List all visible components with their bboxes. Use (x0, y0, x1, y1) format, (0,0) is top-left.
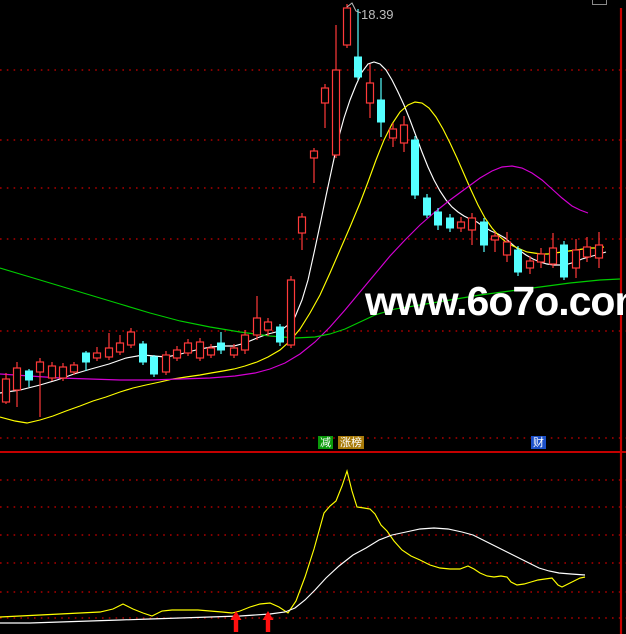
candle-up (1, 378, 11, 403)
ma-magenta (0, 165, 589, 381)
candle-up (92, 352, 102, 359)
candle-up (263, 321, 273, 331)
window-control-partial (592, 0, 607, 5)
candle-up (342, 7, 352, 46)
candle-down (25, 370, 33, 381)
peak-pointer-line (346, 2, 362, 14)
candle-up (206, 347, 216, 356)
candle-up (35, 361, 45, 373)
candle-up (47, 365, 57, 379)
candle-up (69, 364, 79, 373)
candle-down (446, 217, 454, 229)
candle-down (150, 356, 158, 375)
candle-down (514, 249, 522, 273)
watermark: www.6o7o.com (365, 278, 626, 324)
candle-up (240, 334, 250, 351)
indicator-yellow (0, 468, 586, 618)
candle-down (423, 197, 431, 216)
up-arrow-marker (230, 611, 242, 632)
candle-up (195, 341, 205, 359)
candle-up (399, 124, 409, 144)
candle-up (536, 253, 546, 263)
candle-down (217, 342, 225, 351)
candle-up (309, 150, 319, 159)
indicator-white (0, 527, 586, 624)
candle-up (58, 366, 68, 379)
candle-up (388, 128, 398, 139)
candle-down (354, 56, 362, 78)
candle-up (229, 347, 239, 356)
tag-jian[interactable]: 减 (318, 436, 333, 449)
candle-up (525, 260, 535, 269)
candle-up (594, 244, 604, 259)
candle-up (490, 235, 500, 241)
candle-up (548, 247, 558, 265)
candle-up (172, 349, 182, 359)
candle-up (286, 279, 296, 346)
candle-up (365, 82, 375, 104)
candle-down (434, 211, 442, 226)
candle-down (276, 326, 284, 343)
candle-up (331, 69, 341, 156)
candle-down (560, 244, 568, 278)
candle-up (104, 347, 114, 358)
candle-down (377, 99, 385, 123)
ma-yellow (0, 101, 605, 424)
candle-down (82, 352, 90, 363)
candle-up (183, 342, 193, 354)
candle-up (502, 241, 512, 256)
up-arrow-marker (262, 611, 274, 632)
candle-down (139, 343, 147, 363)
candle-down (411, 139, 419, 196)
tag-cai[interactable]: 财 (531, 436, 546, 449)
candle-up (297, 216, 307, 234)
candle-up (161, 354, 171, 373)
candle-up (115, 342, 125, 353)
candle-up (456, 221, 466, 229)
peak-price-label: 18.39 (361, 7, 394, 22)
candle-up (252, 317, 262, 336)
candle-up (467, 217, 477, 231)
candle-down (480, 221, 488, 246)
candle-up (320, 87, 330, 104)
candle-up (12, 367, 22, 391)
candle-up (582, 246, 592, 258)
ma-green (0, 267, 621, 339)
candle-up (571, 249, 581, 269)
candle-up (126, 331, 136, 346)
tag-zhangbang[interactable]: 涨榜 (338, 436, 364, 449)
